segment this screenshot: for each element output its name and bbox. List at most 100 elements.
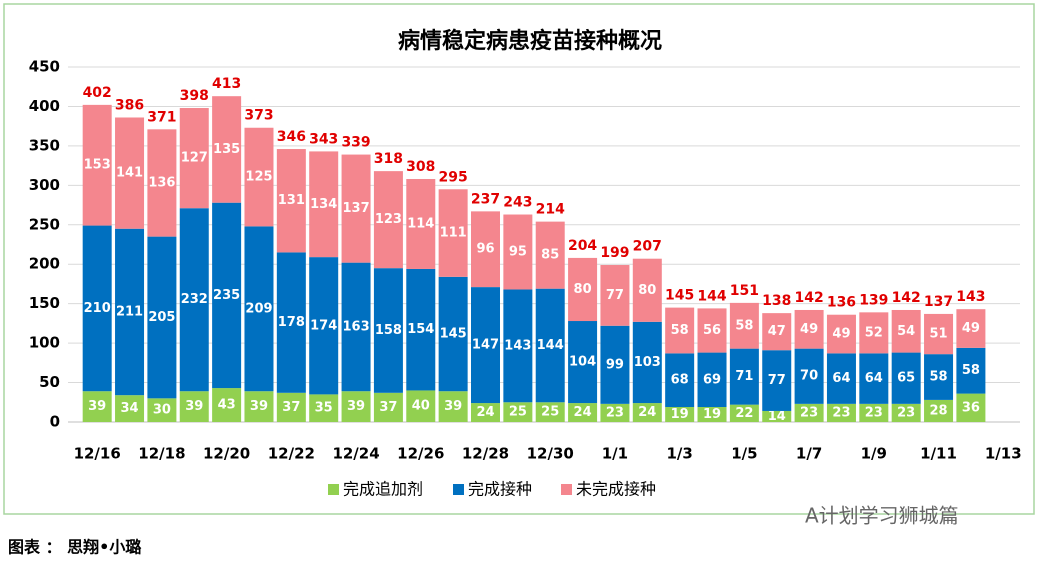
x-tick-label: 1/5 (731, 445, 757, 463)
bar-label: 65 (897, 371, 915, 386)
bar-label: 58 (962, 363, 980, 378)
bar-label: 123 (375, 212, 402, 227)
bar-segment (471, 287, 500, 404)
bar-label: 70 (800, 369, 818, 384)
bar-label: 22 (735, 406, 753, 421)
total-label: 398 (180, 88, 209, 104)
bar-segment (212, 202, 242, 389)
total-label: 136 (827, 295, 856, 311)
bar-label: 131 (278, 193, 305, 208)
total-label: 142 (892, 290, 921, 306)
bar-label: 235 (213, 288, 240, 303)
bar-label: 49 (800, 322, 818, 337)
bar-label: 24 (638, 405, 656, 420)
x-tick-label: 12/28 (462, 445, 509, 463)
total-label: 308 (406, 159, 435, 175)
bar-label: 58 (735, 318, 753, 333)
bar-label: 39 (347, 399, 365, 414)
frame (3, 3, 1035, 515)
bar-label: 80 (638, 283, 656, 298)
y-tick-label: 0 (50, 413, 60, 431)
total-label: 143 (956, 289, 985, 305)
bar-segment (147, 398, 177, 422)
bar-segment (826, 314, 856, 354)
bar-segment (568, 403, 598, 422)
x-tick-label: 1/11 (920, 445, 957, 463)
bar-label: 209 (245, 301, 272, 316)
total-label: 142 (794, 290, 823, 306)
bar-segment (244, 226, 274, 392)
bar-segment (826, 353, 856, 404)
total-label: 346 (277, 129, 306, 145)
bar-segment (309, 257, 339, 395)
bar-segment (503, 402, 533, 422)
bar-label: 24 (476, 405, 494, 420)
bar-label: 211 (116, 304, 143, 319)
bar-segment (212, 388, 242, 422)
bar-label: 104 (569, 355, 596, 370)
bar-segment (568, 257, 598, 322)
bar-segment (276, 149, 306, 253)
bar-label: 58 (671, 323, 689, 338)
bar-label: 64 (865, 371, 883, 386)
bar-segment (276, 392, 306, 422)
bar-label: 143 (504, 338, 531, 353)
bar-label: 19 (671, 407, 689, 422)
bar-segment (794, 348, 824, 404)
bar-label: 23 (865, 405, 883, 420)
bar-segment (632, 403, 662, 422)
bar-label: 52 (865, 325, 883, 340)
bar-segment (179, 108, 209, 209)
bar-segment (600, 403, 630, 422)
bar-segment (115, 117, 145, 229)
bar-label: 154 (407, 322, 434, 337)
bar-label: 51 (929, 327, 947, 342)
bar-label: 134 (310, 197, 337, 212)
bar-segment (373, 392, 403, 422)
bar-label: 37 (379, 400, 397, 415)
bar-label: 43 (218, 398, 236, 413)
bar-label: 158 (375, 323, 402, 338)
bar-segment (924, 354, 954, 400)
bar-label: 24 (574, 405, 592, 420)
bar-label: 210 (84, 301, 111, 316)
total-label: 373 (244, 108, 273, 124)
bar-segment (762, 410, 792, 422)
bar-label: 145 (440, 327, 467, 342)
bar-segment (729, 348, 759, 405)
bar-segment (632, 258, 662, 322)
bar-segment (82, 104, 112, 226)
total-label: 137 (924, 294, 953, 310)
bar-segment (665, 407, 695, 422)
bar-label: 40 (412, 399, 430, 414)
bar-segment (438, 391, 468, 422)
bar-segment (859, 353, 889, 404)
y-tick-label: 450 (29, 58, 60, 76)
bar-label: 49 (962, 321, 980, 336)
bar-label: 99 (606, 357, 624, 372)
bar-label: 178 (278, 315, 305, 330)
legend-swatch (453, 484, 464, 495)
bar-segment (632, 321, 662, 404)
total-label: 204 (568, 238, 597, 254)
bar-segment (471, 403, 500, 422)
bar-segment (600, 325, 630, 404)
bar-label: 30 (153, 403, 171, 418)
bar-segment (762, 350, 792, 411)
bar-label: 37 (282, 400, 300, 415)
bar-segment (147, 236, 177, 399)
bar-segment (179, 391, 209, 422)
bar-segment (600, 265, 630, 326)
bar-segment (924, 313, 954, 355)
bar-segment (956, 347, 986, 394)
chart-title: 病情稳定病患疫苗接种概况 (398, 28, 662, 54)
total-label: 207 (633, 239, 662, 255)
legend-label: 完成追加剂 (343, 480, 423, 499)
bar-label: 80 (574, 282, 592, 297)
bar-segment (341, 391, 371, 422)
bar-segment (859, 403, 889, 422)
bar-segment (891, 352, 921, 404)
bar-label: 144 (537, 338, 564, 353)
y-tick-label: 250 (29, 215, 60, 233)
x-tick-label: 12/26 (397, 445, 444, 463)
